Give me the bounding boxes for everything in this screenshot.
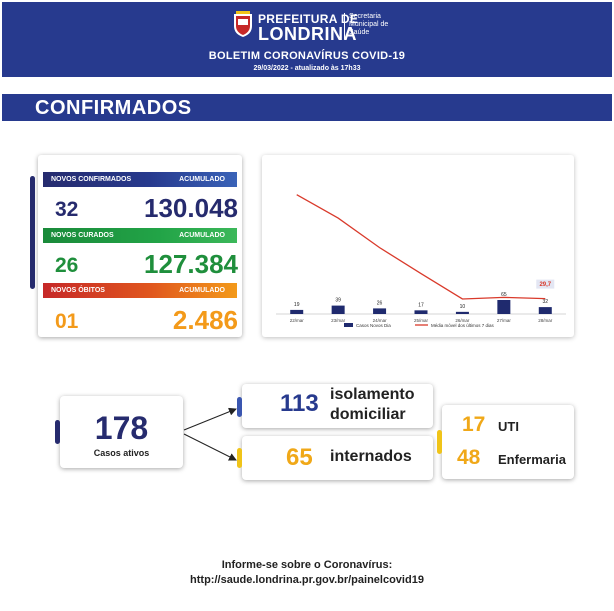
chart-panel [262,155,574,337]
bar-27-mar [497,300,511,314]
accumulated-confirmed-value: 130.048 [144,193,238,223]
secretaria-label: Secretaria Municipal de Saúde [349,13,389,36]
hospitalized-card [242,436,433,480]
bar-label: 32 [543,299,549,305]
x-tick-label: 25/mar [414,318,429,323]
highlight-label: 29,7 [539,282,551,288]
hospitalized-value: 65 [286,444,313,471]
hospitalized-accent-bar [237,448,242,468]
bar-26-mar [455,311,469,314]
x-tick-label: 24/mar [373,318,388,323]
curados-acc-label: ACUMULADO [179,232,225,239]
curados-label: NOVOS CURADOS [51,232,114,239]
x-tick-label: 23/mar [331,318,346,323]
legend-label-bars: Casos Novos Dia [356,323,391,328]
new-cured-value: 26 [55,254,79,277]
uti-value: 17 [462,413,486,436]
bar-label: 65 [501,292,507,298]
obitos-label: NOVOS ÓBITOS [51,287,105,294]
beds-card [442,405,574,479]
bar-label: 26 [377,300,383,306]
accumulated-deaths-value: 2.486 [172,305,238,335]
highlight-label-bg [536,279,555,289]
bar-label: 17 [418,302,424,308]
logo-divider [344,13,345,39]
city-crest-icon [234,11,252,37]
active-cases-card [60,396,183,468]
bar-label: 39 [335,298,341,304]
bulletin-date: 29/03/2022 - atualizado às 17h33 [253,65,361,72]
arrow-to-isolation [183,407,237,431]
moving-average-line [296,194,546,300]
bar-label: 19 [294,302,300,308]
accumulated-cured-value: 127.384 [144,249,238,279]
confirmados-header-bar: NOVOS CONFIRMADOS ACUMULADO [43,172,237,187]
legend-label-line: Média móvel dos últimos 7 dias [431,323,495,328]
cases-chart: 19 22/mar 39 23/mar 26 24/mar 17 25/mar 10 26/mar… [276,194,566,328]
bar-label: 10 [460,304,466,310]
new-confirmed-value: 32 [55,198,79,221]
confirmados-label: NOVOS CONFIRMADOS [51,176,132,183]
bar-25-mar [414,310,428,314]
new-deaths-value: 01 [55,310,79,333]
footer-link[interactable]: http://saude.londrina.pr.gov.br/painelco… [190,574,424,586]
obitos-acc-label: ACUMULADO [179,287,225,294]
isolation-label-line2: domiciliar [330,406,406,423]
bar-23-mar [331,305,345,314]
x-tick-label: 26/mar [455,318,470,323]
arrow-to-hospitalized [183,433,237,461]
bulletin-title: BOLETIM CORONAVÍRUS COVID-19 [208,50,406,62]
active-cases-value: 178 [94,410,149,446]
isolation-label-line1: isolamento [330,386,415,403]
prefeitura-logo: PREFEITURA DE LONDRINA Secretaria Munici… [232,10,392,44]
isolation-accent-bar [237,397,242,417]
stats-accent-bar [30,176,35,289]
legend-swatch-bars [344,323,353,327]
confirmados-acc-label: ACUMULADO [179,176,225,183]
section-bar [2,94,612,121]
header-banner: PREFEITURA DE LONDRINA Secretaria Munici… [2,2,612,77]
bar-28-mar [538,307,552,314]
enfermaria-value: 48 [457,446,481,469]
footer-info-text: Informe-se sobre o Coronavírus: [221,559,393,571]
isolation-value: 113 [280,390,319,417]
isolation-label: isolamento domiciliar [330,385,414,425]
beds-accent-bar [437,430,442,454]
isolation-card [242,384,433,428]
flow-arrows [183,407,237,461]
enfermaria-label: Enfermaria [498,452,566,467]
section-title: CONFIRMADOS [35,97,192,119]
city-name: LONDRINA [258,24,357,44]
bar-24-mar [373,308,387,314]
prefeitura-label: PREFEITURA DE [258,12,359,26]
hospitalized-label: internados [330,448,412,465]
uti-label: UTI [498,419,519,434]
curados-header-bar: NOVOS CURADOS ACUMULADO [43,228,237,243]
bar-22-mar [290,309,304,314]
obitos-header-bar: NOVOS ÓBITOS ACUMULADO [43,283,237,298]
x-tick-label: 22/mar [290,318,305,323]
active-cases-label: Casos ativos [93,448,150,458]
x-tick-label: 28/mar [538,318,553,323]
active-accent-bar [55,420,60,444]
x-tick-label: 27/mar [497,318,512,323]
